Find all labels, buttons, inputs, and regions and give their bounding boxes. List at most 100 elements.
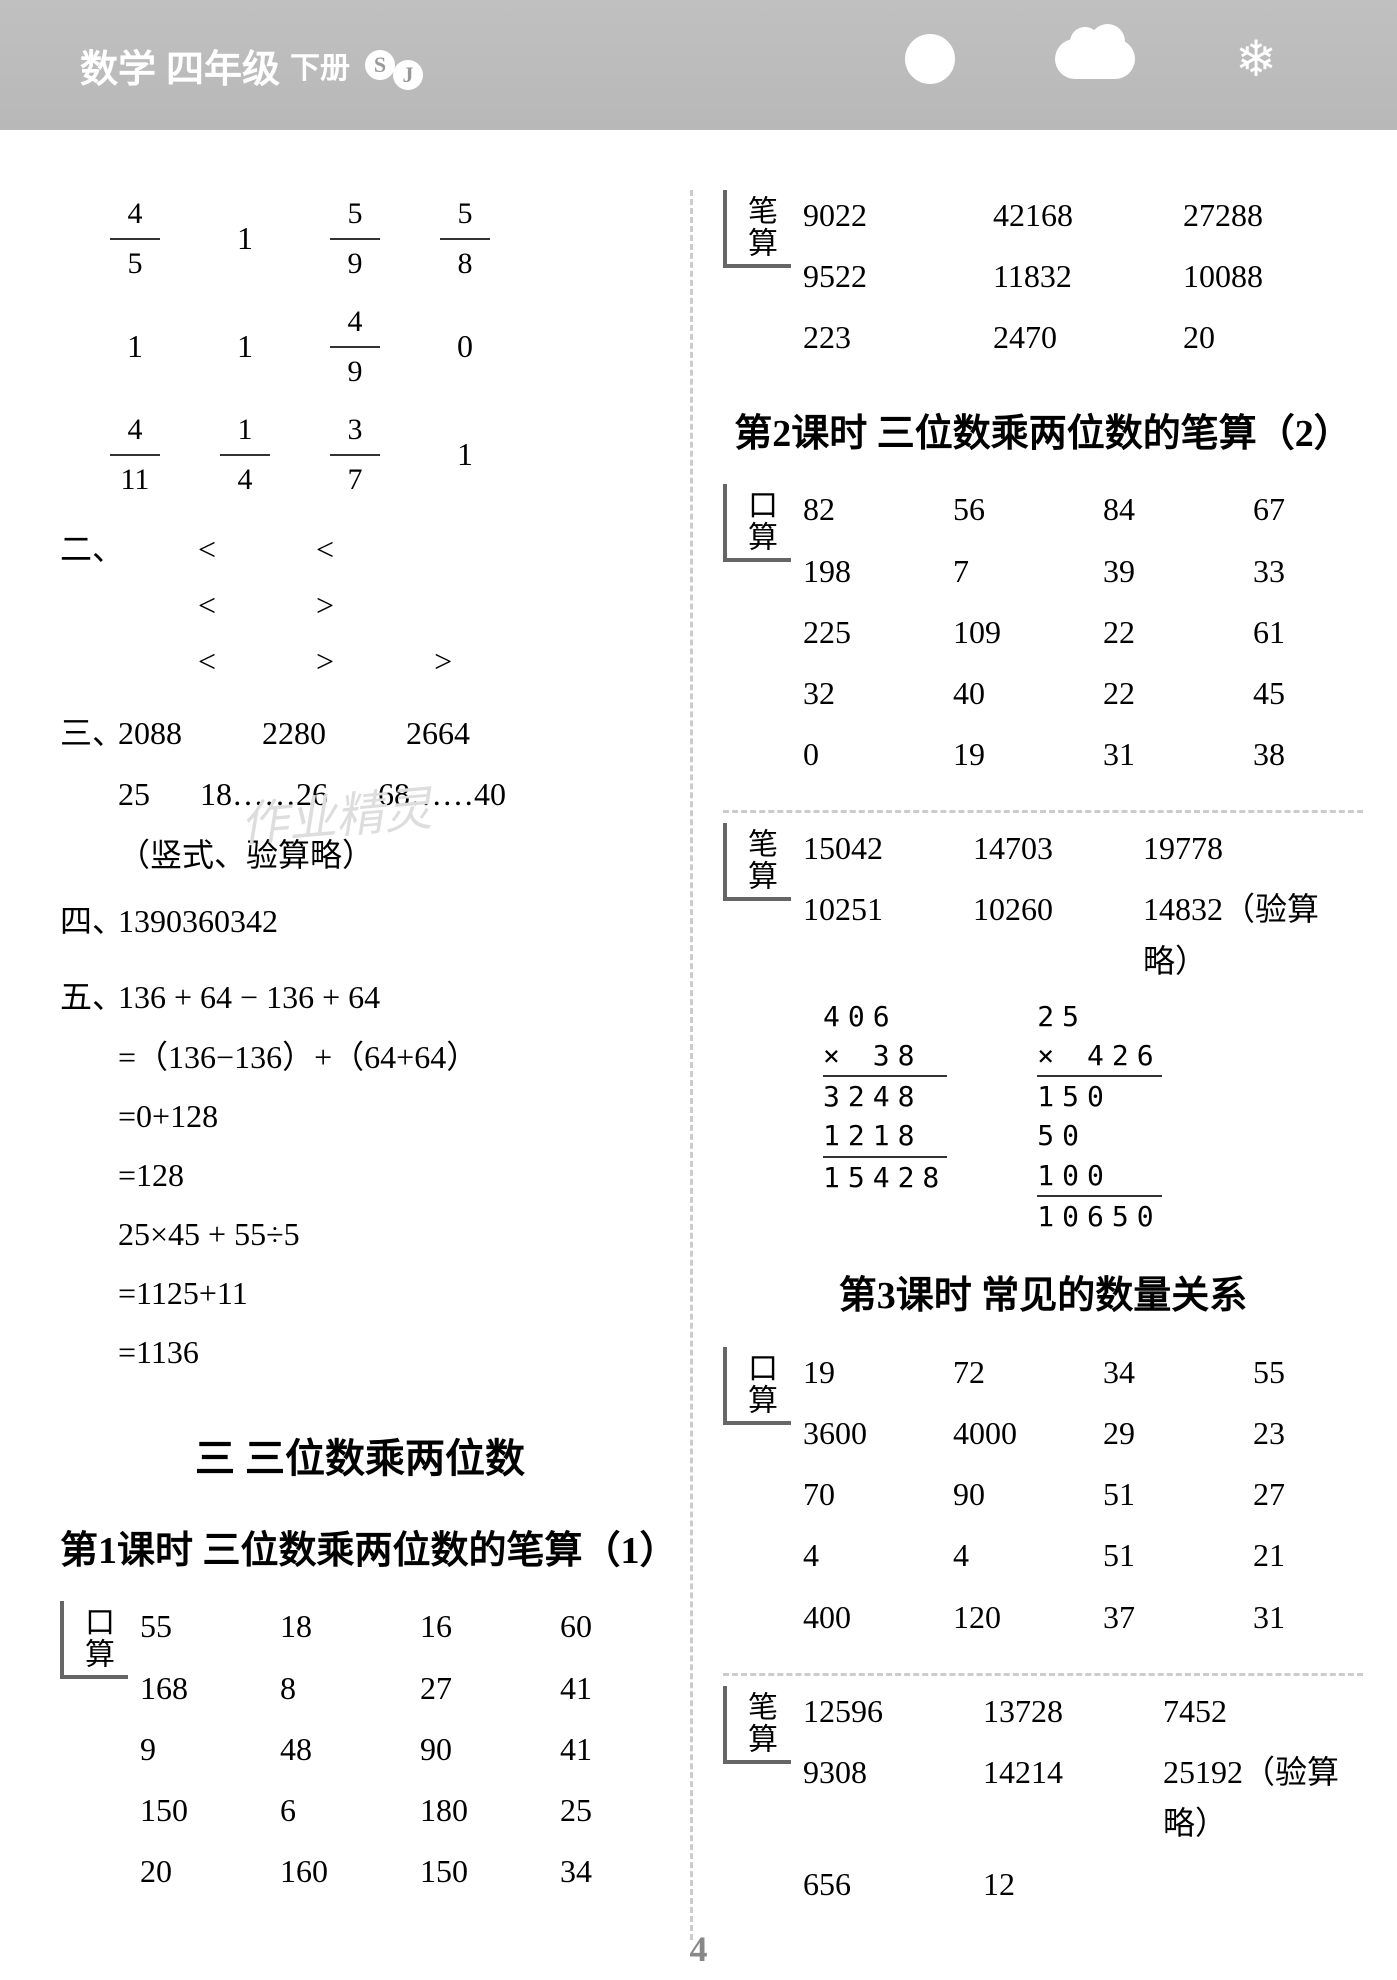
cell-value: 12 [983, 1859, 1123, 1910]
table-row: 95221183210088 [803, 251, 1333, 302]
fraction-row: 4515958 [60, 190, 660, 288]
equation-line: 25×45 + 55÷5 [118, 1209, 478, 1260]
left-column: 45159581149041114371 二、 <<<><>> 三、 20882… [60, 190, 660, 1940]
cell-value: 10088 [1183, 251, 1333, 302]
cell-value: 90 [953, 1469, 1063, 1520]
header-decoration: ❄ [905, 30, 1277, 88]
fraction: 49 [330, 298, 380, 396]
cell-value: 32 [803, 668, 913, 719]
cell-value: 27 [1253, 1469, 1363, 1520]
table-row: 223247020 [803, 312, 1333, 363]
cell-value: 41 [560, 1663, 660, 1714]
compare-row: << [118, 524, 452, 575]
cell-value: 18……26 [200, 769, 328, 820]
fraction-row: 411 14 37 1 [60, 406, 660, 504]
cell-value: 20 [140, 1846, 240, 1897]
cell-value: 25 [118, 769, 150, 820]
table-row: 32402245 [803, 668, 1363, 719]
fraction-row: 11490 [60, 298, 660, 396]
bisuan-label-2: 笔算 [723, 823, 791, 901]
cell-value: 68……40 [378, 769, 506, 820]
cell-value: 23 [1253, 1408, 1363, 1459]
cell-value: 22 [1103, 668, 1213, 719]
sec4-label: 四、 [60, 896, 110, 947]
cell-value: 51 [1103, 1469, 1213, 1520]
table-row: 2251092261 [803, 607, 1363, 658]
fraction: 45 [110, 190, 160, 288]
cell-value: 25192（验算略） [1163, 1747, 1363, 1849]
equation-line: =（136−136）+（64+64） [118, 1032, 478, 1083]
bisuan-label-1: 笔算 [723, 190, 791, 268]
cell-value: 55 [140, 1601, 240, 1652]
kousuan-label-1: 口算 [60, 1601, 128, 1679]
compare-row: <>> [118, 636, 452, 687]
cell-value: 120 [953, 1592, 1063, 1643]
sec3-label: 三、 [60, 708, 110, 759]
sec5-label: 五、 [60, 972, 110, 1023]
cell-value: 27288 [1183, 190, 1333, 241]
cell-value: 19778 [1143, 823, 1273, 874]
cell-value: 6 [280, 1785, 380, 1836]
cell-value: 22 [1103, 607, 1213, 658]
kousuan-label-3: 口算 [723, 1347, 791, 1425]
cell-value: 33 [1253, 546, 1363, 597]
compare-symbol: < [198, 580, 216, 631]
equation-line: =128 [118, 1150, 478, 1201]
fraction: 411 [110, 406, 160, 504]
cell-value: 48 [280, 1724, 380, 1775]
cell-value: 2280 [262, 708, 326, 759]
page-header: 数学 四年级 下册 S J ❄ [0, 0, 1397, 130]
cell-value: 198 [803, 546, 913, 597]
cell-value: 37 [1103, 1592, 1213, 1643]
cell-value: 40 [953, 668, 1063, 719]
cell-value: 19 [953, 729, 1063, 780]
fraction: 14 [220, 406, 270, 504]
cell-value: 10251 [803, 884, 933, 986]
sun-icon [905, 34, 955, 84]
fraction: 59 [330, 190, 380, 288]
cell-value: 7 [953, 546, 1063, 597]
cell-value: 223 [803, 312, 953, 363]
table-row: 360040002923 [803, 1408, 1363, 1459]
calc-work-2: 25 × 426 150 50 100 10650 [1037, 997, 1161, 1236]
cell-value [1163, 1859, 1303, 1910]
cell-value: 4000 [953, 1408, 1063, 1459]
badge-j: J [393, 60, 423, 90]
cell-value: 656 [803, 1859, 943, 1910]
cell-value: 15042 [803, 823, 933, 874]
cell-value: 25 [560, 1785, 660, 1836]
compare-symbol: > [316, 580, 334, 631]
value: 1 [220, 321, 270, 372]
table-row: 150618025 [140, 1785, 660, 1836]
cell-value: 56 [953, 484, 1063, 535]
cell-value: 14832（验算略） [1143, 884, 1363, 986]
fraction: 37 [330, 406, 380, 504]
cell-value: 9522 [803, 251, 953, 302]
cell-value: 82 [803, 484, 913, 535]
cell-value: 67 [1253, 484, 1363, 535]
cell-value: 9308 [803, 1747, 943, 1849]
table-row: 82568467 [803, 484, 1363, 535]
grade: 四年级 [166, 38, 280, 93]
cell-value: 150 [420, 1846, 520, 1897]
cell-value: 160 [280, 1846, 380, 1897]
cell-value: 31 [1253, 1592, 1363, 1643]
cell-value: 27 [420, 1663, 520, 1714]
sec3-note: （竖式、验算略） [118, 830, 506, 881]
table-row: 0193138 [803, 729, 1363, 780]
cell-value: 55 [1253, 1347, 1363, 1398]
cell-value: 168 [140, 1663, 240, 1714]
sec2-label: 二、 [60, 524, 110, 575]
cell-value: 225 [803, 607, 913, 658]
cell-value: 1390 [118, 903, 182, 939]
badge-s: S [365, 50, 395, 80]
compare-symbol: < [198, 524, 216, 575]
header-title: 数学 四年级 下册 S J [80, 38, 423, 93]
value: 1 [440, 429, 490, 480]
cell-value: 72 [953, 1347, 1063, 1398]
cell-value: 16 [420, 1601, 520, 1652]
cell-value: 19 [803, 1347, 913, 1398]
equation-line: 136 + 64 − 136 + 64 [118, 972, 478, 1023]
cell-value: 9 [140, 1724, 240, 1775]
cell-value: 31 [1103, 729, 1213, 780]
